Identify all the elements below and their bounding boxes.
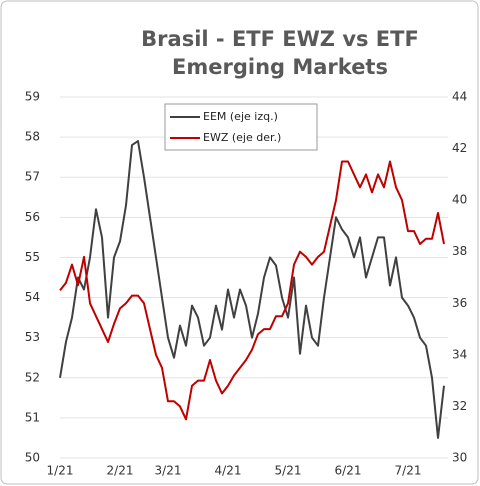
x-tick-label: 7/21	[395, 464, 422, 478]
chart-title: Emerging Markets	[172, 55, 388, 79]
x-tick-label: 4/21	[215, 464, 242, 478]
y-tick-label: 51	[25, 410, 40, 424]
x-tick-label: 5/21	[275, 464, 302, 478]
y2-tick-label: 40	[452, 193, 467, 207]
y-tick-label: 52	[25, 370, 40, 384]
y2-tick-label: 32	[452, 399, 467, 413]
legend-box	[164, 103, 318, 151]
y-tick-label: 54	[25, 290, 40, 304]
y2-tick-label: 30	[452, 451, 467, 465]
chart-title: Brasil - ETF EWZ vs ETF	[141, 27, 419, 51]
y2-tick-label: 36	[452, 296, 467, 310]
y2-tick-label: 42	[452, 141, 467, 155]
y-tick-label: 57	[25, 170, 40, 184]
x-tick-label: 3/21	[155, 464, 182, 478]
x-tick-label: 1/21	[47, 464, 74, 478]
data-line	[59, 160, 445, 421]
y2-tick-label: 44	[452, 90, 467, 104]
legend: EEM (eje izq.) EWZ (eje der.)	[164, 103, 318, 151]
data-line	[59, 140, 445, 439]
y2-tick-label: 38	[452, 244, 467, 258]
x-tick-label: 2/21	[107, 464, 134, 478]
y-tick-label: 53	[25, 330, 40, 344]
y2-tick-label: 34	[452, 347, 467, 361]
y-tick-label: 50	[25, 451, 40, 465]
y-tick-label: 58	[25, 130, 40, 144]
y-tick-label: 56	[25, 210, 40, 224]
x-tick-label: 6/21	[335, 464, 362, 478]
legend-label: EWZ (eje der.)	[203, 131, 281, 144]
legend-label: EEM (eje izq.)	[203, 110, 278, 123]
y-tick-label: 55	[25, 250, 40, 264]
y-tick-label: 59	[25, 90, 40, 104]
